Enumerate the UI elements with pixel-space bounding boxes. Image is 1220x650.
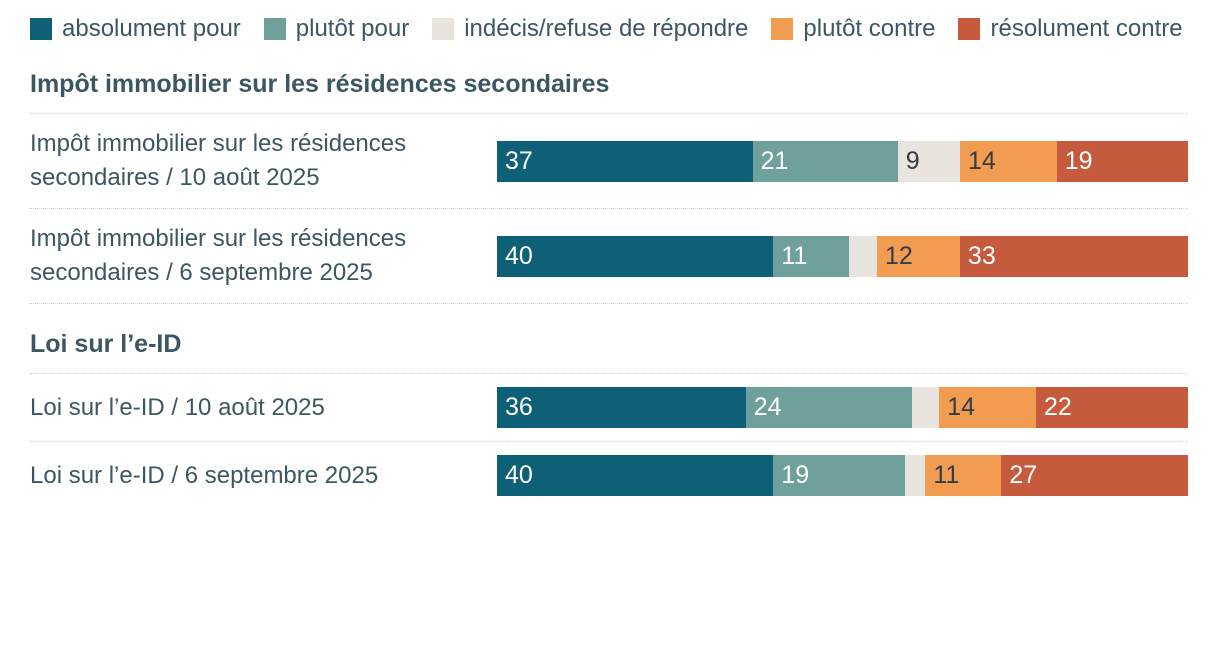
bar-value-label: 40 [505,461,533,489]
bar-value-label: 37 [505,146,533,175]
chart-row: Loi sur l’e-ID / 6 septembre 2025 40 19 11 2… [30,442,1188,509]
bar-value-label: 11 [781,241,808,270]
bar-value-label: 12 [885,241,913,270]
bar-segment: 14 [939,387,1036,428]
stacked-bar: 36 24 14 22 [497,387,1188,428]
bar-segment: 36 [497,387,746,428]
plutot-pour-swatch [263,18,286,40]
bar-segment: 21 [752,140,898,182]
bar-segment: 14 [959,140,1057,182]
bar-value-label: 21 [760,146,789,175]
section-title: Impôt immobilier sur les résidences seco… [30,44,1188,114]
bar-segment: 11 [773,235,850,277]
legend-label: résolument contre [990,15,1183,42]
chart-row: Impôt immobilier sur les résidences seco… [30,209,1188,304]
bar-segment: 19 [1056,140,1188,182]
bar-value-label: 33 [967,241,996,270]
legend-item: indécis/refuse de répondre [432,14,748,44]
stacked-bar: 40 11 12 33 [497,235,1188,277]
stacked-bar: 37 21 9 14 19 [497,140,1188,182]
legend-item: absolument pour [30,14,241,44]
bar-segment: 24 [745,387,912,428]
bar-segment [849,235,878,277]
row-label: Loi sur l’e-ID / 6 septembre 2025 [30,461,379,489]
chart-body: Impôt immobilier sur les résidences seco… [30,44,1188,509]
row-label: Loi sur l’e-ID / 10 août 2025 [30,393,325,421]
bar-segment: 19 [773,455,905,496]
bar-segment: 11 [925,455,1002,496]
legend-item: plutôt contre [771,14,935,44]
bar-segment: 37 [497,140,753,182]
bar-value-label: 27 [1009,461,1038,489]
legend: absolument pour plutôt pour indécis/refuse… [30,14,1188,44]
bar-value-label: 40 [505,241,533,270]
stacked-bar: 40 19 11 27 [497,455,1188,496]
bar-value-label: 14 [947,393,976,421]
bar-segment [911,387,940,428]
legend-label: absolument pour [62,15,241,42]
resolument-contre-swatch [958,18,981,40]
bar-segment: 27 [1001,455,1188,496]
bar-value-label: 14 [967,146,996,175]
bar-segment: 22 [1035,387,1188,428]
row-label: Impôt immobilier sur les résidences seco… [30,130,407,191]
bar-value-label: 19 [1064,146,1093,175]
bar-value-label: 24 [753,393,782,421]
bar-value-label: 36 [505,393,533,421]
absolument-pour-swatch [30,18,52,40]
bar-value-label: 22 [1043,393,1072,421]
legend-label: indécis/refuse de répondre [464,15,749,42]
indecis-swatch [432,18,455,40]
bar-segment: 12 [877,235,960,277]
legend-label: plutôt pour [295,15,410,42]
bar-segment: 33 [959,235,1188,277]
row-label: Impôt immobilier sur les résidences seco… [30,225,407,286]
bar-segment: 40 [497,455,774,496]
bar-value-label: 19 [781,461,810,489]
bar-segment: 9 [897,140,960,182]
section-title: Loi sur l’e-ID [30,304,1188,374]
plutot-contre-swatch [771,18,794,40]
legend-item: plutôt pour [263,14,410,44]
bar-value-label: 11 [933,461,960,489]
legend-item: résolument contre [958,14,1183,44]
bar-segment: 40 [497,235,774,277]
bar-value-label: 9 [905,146,920,175]
legend-label: plutôt contre [803,15,936,42]
chart-row: Loi sur l’e-ID / 10 août 2025 36 24 14 22 [30,374,1188,442]
bar-segment [904,455,926,496]
chart-row: Impôt immobilier sur les résidences seco… [30,114,1188,209]
